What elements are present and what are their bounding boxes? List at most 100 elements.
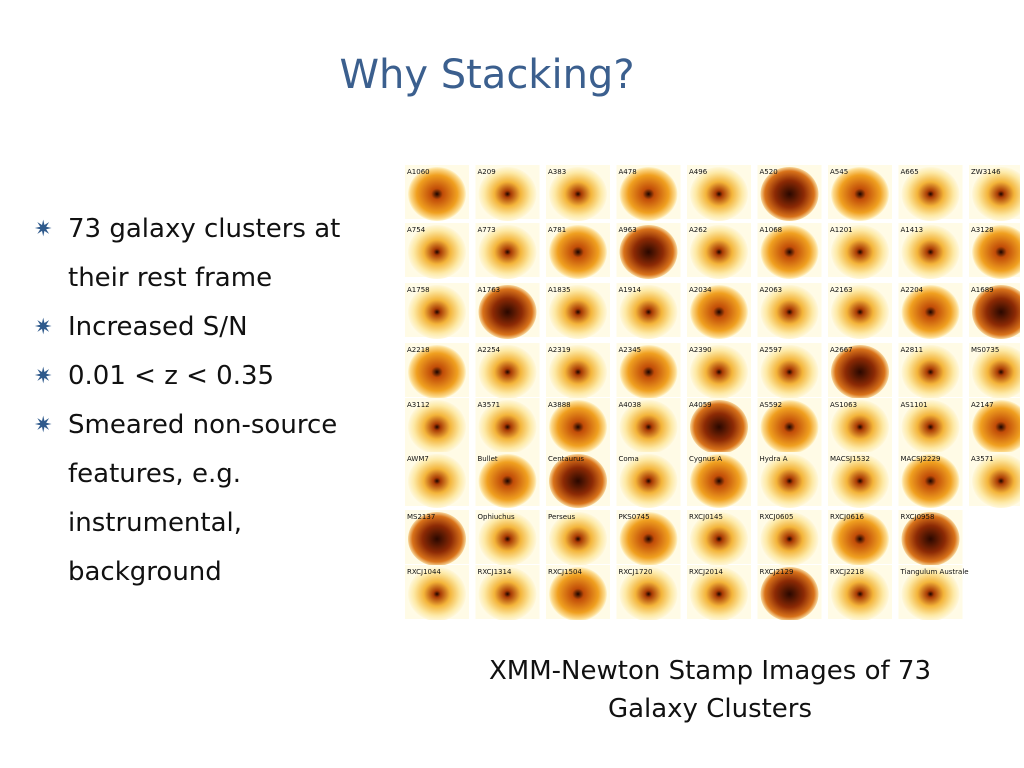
- stamp-label: A2204: [901, 286, 924, 294]
- stamp-label: RXCJ2218: [830, 568, 864, 576]
- stamp-image: [619, 167, 678, 221]
- stamp-label: MS2137: [407, 513, 435, 521]
- stamp-label: Perseus: [548, 513, 576, 521]
- stamp-image: [972, 454, 1020, 508]
- stamp-image: [549, 400, 607, 454]
- stamp-image: [760, 400, 819, 454]
- stamp-image: [549, 567, 607, 620]
- stamp-image: [831, 345, 889, 399]
- stamp-image: [619, 225, 678, 279]
- stamp-image: [690, 285, 748, 339]
- stamp-label: A2811: [901, 346, 924, 354]
- stamp-image: [972, 285, 1020, 339]
- stamp-image: [831, 512, 889, 566]
- stamp-image: [901, 167, 960, 221]
- stamp-label: A1201: [830, 226, 853, 234]
- stamp-label: A1689: [971, 286, 994, 294]
- stamp-label: A1413: [901, 226, 924, 234]
- stamp-label: A545: [830, 168, 848, 176]
- stamp-label: Coma: [619, 455, 639, 463]
- stamp-image: [478, 345, 537, 399]
- stamp-label: A478: [619, 168, 637, 176]
- stamp-image: [408, 167, 466, 221]
- stamp-image: [831, 285, 889, 339]
- stamp-label: MACSJ1532: [830, 455, 870, 463]
- stamp-label: RXCJ0145: [689, 513, 723, 521]
- stamp-image: [619, 400, 678, 454]
- stamp-image: [690, 567, 748, 620]
- stamp-image: [831, 454, 889, 508]
- bullet-item: Increased S/N: [34, 303, 364, 352]
- stamp-label: A3571: [971, 455, 994, 463]
- stamp-label: A781: [548, 226, 566, 234]
- stamp-image: [972, 400, 1020, 454]
- stamp-label: A3112: [407, 401, 430, 409]
- stamp-image: [901, 400, 960, 454]
- stamp-label: RXCJ2129: [760, 568, 794, 576]
- stamp-label: RXCJ0616: [830, 513, 864, 521]
- stamp-label: MS0735: [971, 346, 999, 354]
- stamp-image: [972, 345, 1020, 399]
- stamp-image: [408, 285, 466, 339]
- stamp-label: A3571: [478, 401, 501, 409]
- stamp-image: [478, 512, 537, 566]
- stamp-image: [760, 345, 819, 399]
- stamp-label: MACSJ2229: [901, 455, 941, 463]
- stamp-image: [408, 400, 466, 454]
- stamp-label: A1068: [760, 226, 783, 234]
- stamp-image: [549, 225, 607, 279]
- slide-title: Why Stacking?: [339, 52, 635, 98]
- stamp-label: RXCJ1314: [478, 568, 512, 576]
- stamp-image: [690, 345, 748, 399]
- stamp-image: [478, 454, 537, 508]
- stamp-label: A2063: [760, 286, 783, 294]
- stamp-label: A963: [619, 226, 637, 234]
- stamp-label: A2147: [971, 401, 994, 409]
- stamp-image: [901, 225, 960, 279]
- stamp-label: A2254: [478, 346, 501, 354]
- stamp-image: [478, 167, 537, 221]
- stamp-label: Bullet: [478, 455, 498, 463]
- stamp-label: RXCJ1720: [619, 568, 653, 576]
- stamp-label: A754: [407, 226, 426, 234]
- bullet-item: 0.01 < z < 0.35: [34, 352, 364, 401]
- stamp-image: [901, 345, 960, 399]
- stamp-image: [690, 225, 748, 279]
- stamp-image: [901, 285, 960, 339]
- stamp-image: [901, 454, 960, 508]
- stamp-image: [760, 225, 819, 279]
- stamp-image: [478, 567, 537, 620]
- stamp-image: [549, 285, 607, 339]
- stamp-label: A1763: [478, 286, 501, 294]
- stamp-image: [831, 225, 889, 279]
- stamp-label: A2345: [619, 346, 642, 354]
- stamp-label: A2597: [760, 346, 783, 354]
- bullet-list: 73 galaxy clusters at their rest frameIn…: [34, 205, 364, 597]
- stamp-image: [619, 285, 678, 339]
- stamp-grid: A1060 A209 A383 A478 A496 A520 A545 A665 ZW3146 A…: [405, 165, 1020, 620]
- stamp-label: A3128: [971, 226, 994, 234]
- stamp-label: Ophiuchus: [478, 513, 515, 521]
- figure-caption: XMM-Newton Stamp Images of 73 Galaxy Clu…: [489, 656, 931, 724]
- stamp-image: [690, 454, 748, 508]
- stamp-label: A4059: [689, 401, 712, 409]
- stamp-label: A773: [478, 226, 496, 234]
- stamp-image: [831, 400, 889, 454]
- stamp-label: A2667: [830, 346, 853, 354]
- stamp-image: [619, 345, 678, 399]
- stamp-image: [549, 345, 607, 399]
- stamp-label: A496: [689, 168, 708, 176]
- stamp-label: A2034: [689, 286, 712, 294]
- stamp-label: RXCJ1504: [548, 568, 582, 576]
- stamp-label: A2163: [830, 286, 853, 294]
- stamp-label: RXCJ2014: [689, 568, 723, 576]
- stamp-label: RXCJ0605: [760, 513, 794, 521]
- stamp-label: A520: [760, 168, 778, 176]
- stamp-image: [760, 512, 819, 566]
- bullet-item: 73 galaxy clusters at their rest frame: [34, 205, 364, 303]
- stamp-image: [619, 567, 678, 620]
- stamp-label: AWM7: [407, 455, 429, 463]
- stamp-image: [831, 167, 889, 221]
- stamp-label: AS1063: [830, 401, 857, 409]
